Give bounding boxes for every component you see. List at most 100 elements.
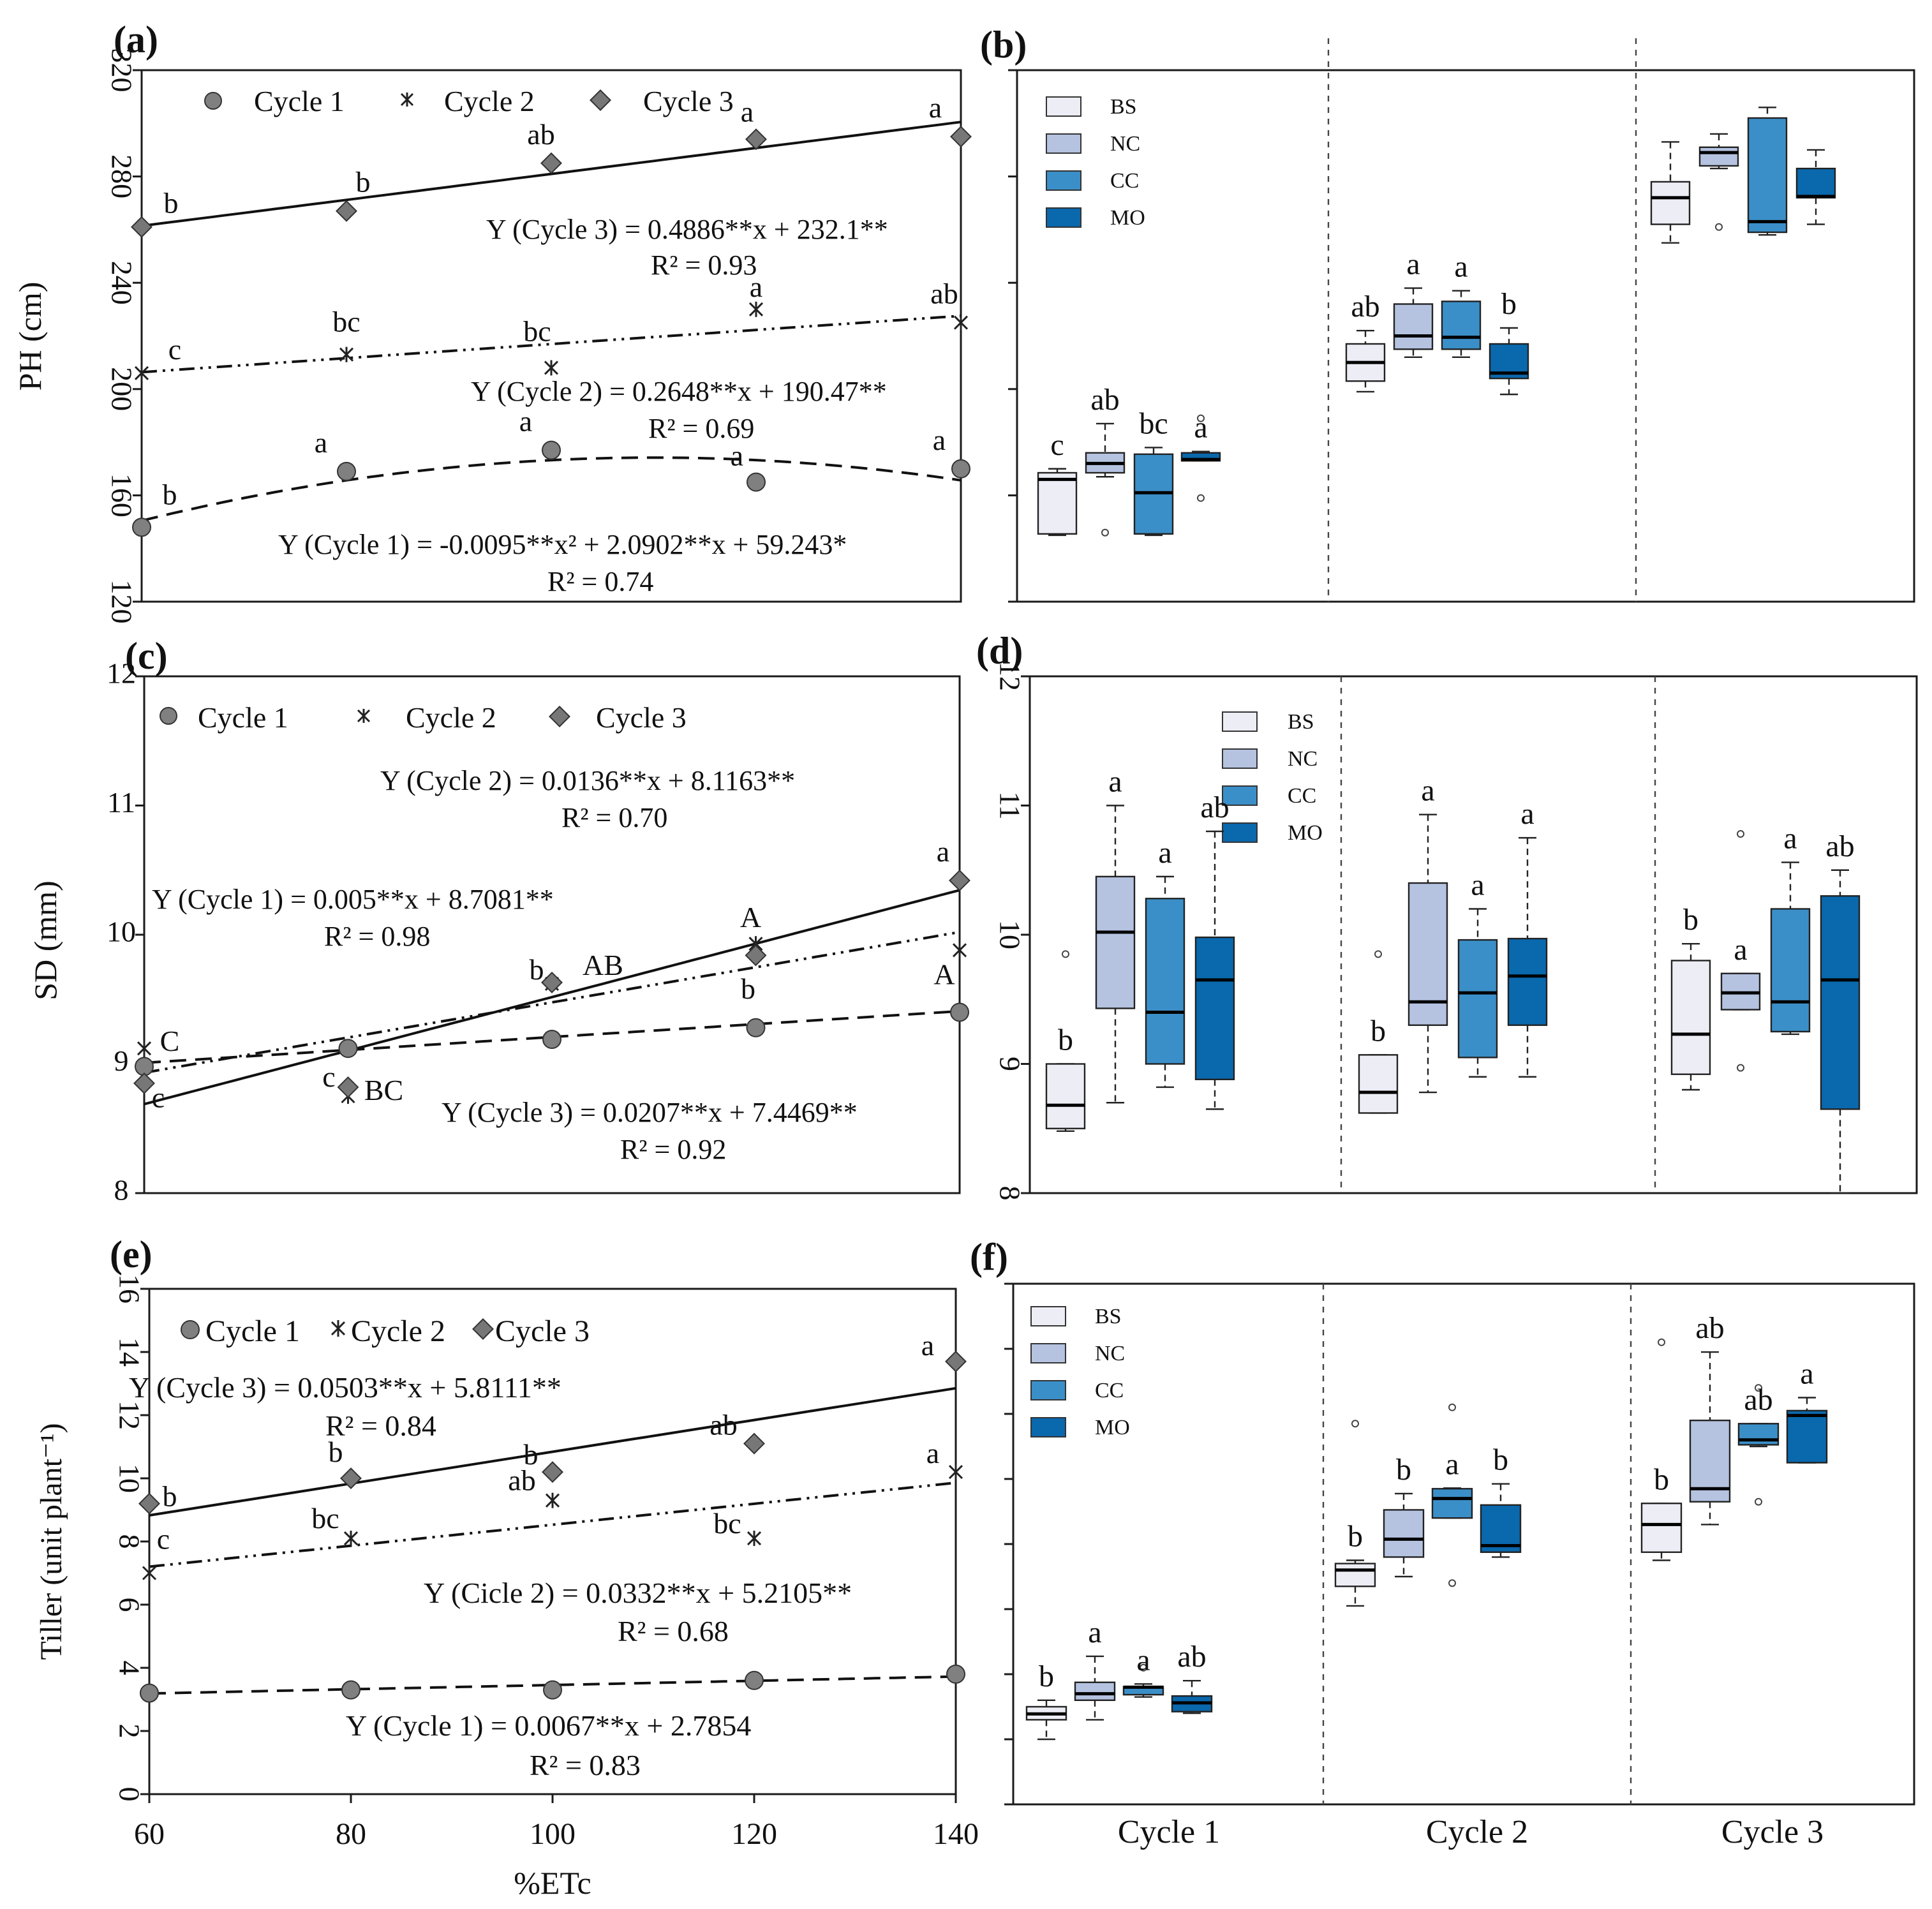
outlier-point xyxy=(1658,1338,1665,1346)
fit-line-cycle-2 xyxy=(149,1482,956,1568)
significance-letter: b xyxy=(1683,903,1698,937)
legend-swatch-nc xyxy=(1222,748,1258,769)
significance-letter: bc xyxy=(311,1502,339,1534)
panel-e-fit-lines xyxy=(149,1386,956,1695)
legend-label-mo: MO xyxy=(1095,1416,1130,1439)
legend-label-bs: BS xyxy=(1095,1305,1122,1328)
box-body xyxy=(1431,1488,1473,1519)
data-point-diamond xyxy=(138,1492,160,1515)
significance-letter: c xyxy=(157,1523,170,1556)
box-cycle-3-nc: ab xyxy=(1689,1311,1731,1526)
panel-e-eq-cycle-2: Y (Cicle 2) = 0.0332**x + 5.2105** xyxy=(424,1577,852,1609)
data-point-asterisk xyxy=(953,315,969,331)
data-point-circle xyxy=(745,1670,764,1690)
panel-e-x-ticks: 60 80 100 120 140 xyxy=(134,1794,979,1851)
x-tick-label: 100 xyxy=(530,1817,576,1851)
significance-letter: a xyxy=(1406,248,1420,281)
panel-b-y-ticks xyxy=(1008,69,1017,603)
data-point-diamond xyxy=(745,128,767,151)
panel-c-r2-cycle-1: R² = 0.98 xyxy=(324,921,430,952)
panel-f-legend: BS NC CC MO xyxy=(1030,1305,1130,1439)
y-tick-label: 2 xyxy=(113,1724,145,1739)
panel-c-y-ticks: 8 9 10 11 12 xyxy=(107,657,144,1207)
significance-letter: a xyxy=(750,271,762,303)
data-point-asterisk xyxy=(952,942,967,958)
box-body xyxy=(1358,1054,1399,1114)
box-body xyxy=(1670,960,1711,1075)
significance-letter: a xyxy=(1471,868,1484,902)
significance-letter: a xyxy=(1158,836,1171,870)
data-point-diamond xyxy=(540,152,562,174)
y-tick-label: 8 xyxy=(993,1186,1026,1201)
data-point-circle xyxy=(542,440,561,460)
significance-letter: a xyxy=(1454,250,1468,284)
y-tick-label: 9 xyxy=(114,1044,129,1077)
legend-swatch-bs xyxy=(1222,711,1258,732)
y-tick-label: 240 xyxy=(105,261,138,305)
significance-letter: b xyxy=(163,478,177,510)
significance-letter: bc xyxy=(523,315,551,347)
outlier-point xyxy=(1351,1420,1359,1428)
y-tick-label: 10 xyxy=(993,920,1026,949)
panel-a-r2-cycle-1: R² = 0.74 xyxy=(547,566,653,597)
box-cycle-1-mo: ab xyxy=(1171,1640,1213,1714)
outlier-point xyxy=(1448,1403,1456,1411)
significance-letter: a xyxy=(1800,1357,1813,1391)
box-cycle-3-bs: b xyxy=(1670,903,1711,1091)
box-cycle-2-bs: b xyxy=(1358,950,1399,1114)
box-body xyxy=(1037,472,1078,535)
significance-letter: b xyxy=(1348,1520,1363,1554)
significance-letter: a xyxy=(315,426,327,459)
category-label: Cycle 3 xyxy=(1721,1814,1824,1850)
box-cycle-3-mo xyxy=(1795,149,1836,225)
x-tick-label: 60 xyxy=(134,1817,165,1851)
box-cycle-1-bs: b xyxy=(1025,1660,1067,1741)
data-point-diamond xyxy=(131,216,152,238)
legend-cycle-2-asterisk-icon xyxy=(400,93,414,107)
legend-label-cc: CC xyxy=(1288,784,1316,808)
y-tick-label: 160 xyxy=(105,473,138,517)
y-tick-label: 16 xyxy=(113,1274,145,1304)
fit-line-cycle-3 xyxy=(144,889,960,1106)
data-point-diamond xyxy=(945,1350,967,1372)
significance-letter: b xyxy=(356,166,371,198)
panel-b-plot-frame xyxy=(1016,69,1915,603)
significance-letter: bc xyxy=(332,306,360,338)
panel-e-legend-cycle-3: Cycle 3 xyxy=(495,1314,590,1348)
data-point-asterisk xyxy=(545,1492,560,1508)
box-body xyxy=(1747,117,1788,234)
legend-label-bs: BS xyxy=(1288,710,1314,734)
legend-label-mo: MO xyxy=(1288,821,1323,845)
legend-swatch-nc xyxy=(1030,1343,1066,1363)
y-tick-label: 4 xyxy=(113,1661,145,1675)
box-cycle-3-cc: ab xyxy=(1737,1383,1780,1506)
box-cycle-1-nc: a xyxy=(1095,765,1136,1104)
significance-letter: b xyxy=(530,953,544,986)
box-cycle-2-bs: ab xyxy=(1345,290,1386,393)
significance-letter: A xyxy=(933,958,955,991)
box-body xyxy=(1194,936,1235,1081)
significance-letter: a xyxy=(1520,797,1534,831)
panel-c-label: (c) xyxy=(125,635,168,677)
significance-letter: c xyxy=(168,333,181,366)
significance-letter: ab xyxy=(1825,829,1854,863)
box-cycle-3-mo: a xyxy=(1786,1357,1828,1464)
significance-letter: a xyxy=(1108,765,1122,799)
y-tick-label: 0 xyxy=(113,1787,145,1802)
panel-b-legend: BS NC CC MO xyxy=(1046,95,1145,230)
data-point-diamond xyxy=(541,971,563,993)
outlier-point xyxy=(1197,494,1205,502)
panel-a-r2-cycle-3: R² = 0.93 xyxy=(651,249,757,281)
legend-swatch-cc xyxy=(1046,170,1081,191)
box-cycle-2-mo: b xyxy=(1480,1443,1522,1558)
data-point-circle xyxy=(950,1002,969,1022)
box-cycle-1-mo: ab xyxy=(1194,791,1235,1110)
data-point-circle xyxy=(542,1030,561,1050)
legend-label-nc: NC xyxy=(1110,132,1140,156)
significance-letter: b xyxy=(164,187,179,219)
significance-letter: ab xyxy=(1695,1311,1724,1345)
panel-a-eq-cycle-3: Y (Cycle 3) = 0.4886**x + 232.1** xyxy=(486,214,888,245)
category-label: Cycle 1 xyxy=(1118,1814,1220,1850)
